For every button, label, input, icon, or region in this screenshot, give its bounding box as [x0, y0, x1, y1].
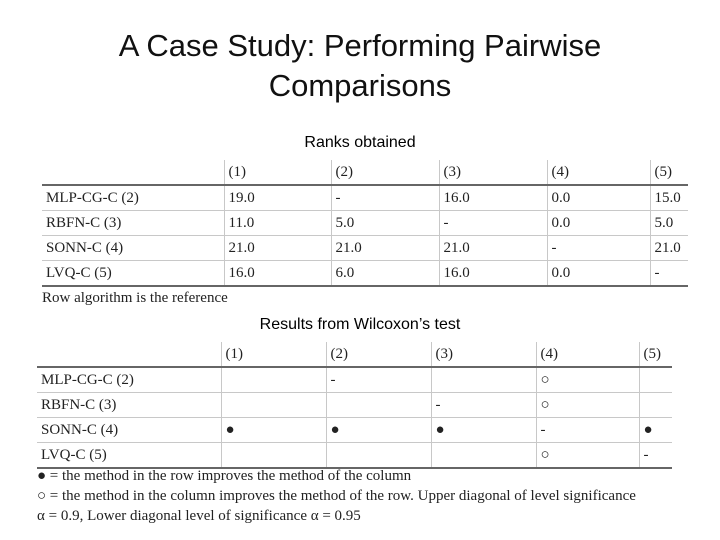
wilcoxon-legend: ● = the method in the row improves the m… — [37, 466, 636, 526]
ranks-cell: - — [546, 235, 650, 261]
ranks-cell: - — [330, 185, 439, 211]
wilcoxon-cell: ● — [325, 417, 431, 443]
ranks-cell: 16.0 — [438, 185, 547, 211]
ranks-caption: Ranks obtained — [304, 134, 416, 151]
wilcoxon-cell — [430, 442, 536, 469]
ranks-cell: - — [649, 260, 688, 287]
wilcoxon-cell: ● — [638, 417, 672, 443]
wilcoxon-cell — [638, 367, 672, 393]
wilcoxon-legend-line-1: ● = the method in the row improves the m… — [37, 468, 412, 484]
ranks-cell: 6.0 — [330, 260, 439, 287]
wilcoxon-col-2: (2) — [325, 342, 431, 368]
wilcoxon-cell — [220, 367, 326, 393]
wilcoxon-col-3: (3) — [430, 342, 536, 368]
ranks-cell: 16.0 — [438, 260, 547, 287]
wilcoxon-cell — [220, 442, 326, 469]
ranks-table: (1) (2) (3) (4) (5) MLP-CG-C (2) 19.0 - … — [42, 160, 688, 287]
ranks-cell: 11.0 — [223, 210, 331, 236]
wilcoxon-col-4: (4) — [535, 342, 639, 368]
ranks-cell: 0.0 — [546, 260, 650, 287]
ranks-row-label: SONN-C (4) — [42, 235, 224, 261]
wilcoxon-row-label: SONN-C (4) — [37, 417, 221, 443]
wilcoxon-cell: ● — [220, 417, 326, 443]
wilcoxon-cell — [430, 367, 536, 393]
wilcoxon-cell: ● — [430, 417, 536, 443]
table-row: MLP-CG-C (2) 19.0 - 16.0 0.0 15.0 — [42, 185, 688, 211]
ranks-cell: - — [438, 210, 547, 236]
ranks-footnote: Row algorithm is the reference — [42, 290, 228, 306]
ranks-cell: 16.0 — [223, 260, 331, 287]
wilcoxon-cell — [325, 392, 431, 418]
ranks-cell: 0.0 — [546, 210, 650, 236]
ranks-cell: 21.0 — [330, 235, 439, 261]
wilcoxon-row-label: RBFN-C (3) — [37, 392, 221, 418]
wilcoxon-legend-line-2: ○ = the method in the column improves th… — [37, 488, 636, 504]
ranks-cell: 5.0 — [330, 210, 439, 236]
wilcoxon-cell — [638, 392, 672, 418]
slide-title-line-2: Comparisons — [268, 68, 452, 103]
wilcoxon-cell: ○ — [535, 442, 639, 469]
table-row: LVQ-C (5) 16.0 6.0 16.0 0.0 - — [42, 260, 688, 287]
table-row: MLP-CG-C (2) - ○ — [37, 367, 672, 393]
wilcoxon-cell: - — [535, 417, 639, 443]
wilcoxon-cell: ○ — [535, 367, 639, 393]
ranks-cell: 15.0 — [649, 185, 688, 211]
wilcoxon-cell — [220, 392, 326, 418]
table-row: RBFN-C (3) 11.0 5.0 - 0.0 5.0 — [42, 210, 688, 236]
ranks-cell: 21.0 — [438, 235, 547, 261]
wilcoxon-table: (1) (2) (3) (4) (5) MLP-CG-C (2) - ○ RBF… — [37, 342, 672, 469]
wilcoxon-header-row: (1) (2) (3) (4) (5) — [37, 342, 672, 368]
ranks-row-label: LVQ-C (5) — [42, 260, 224, 287]
slide-title: A Case Study: Performing Pairwise Compar… — [0, 26, 720, 106]
table-row: SONN-C (4) ● ● ● - ● — [37, 417, 672, 443]
wilcoxon-col-1: (1) — [220, 342, 326, 368]
wilcoxon-cell: - — [638, 442, 672, 469]
ranks-col-4: (4) — [546, 160, 650, 186]
wilcoxon-caption: Results from Wilcoxon’s test — [259, 316, 461, 333]
ranks-cell: 0.0 — [546, 185, 650, 211]
ranks-col-5: (5) — [649, 160, 688, 186]
ranks-col-2: (2) — [330, 160, 439, 186]
table-row: LVQ-C (5) ○ - — [37, 442, 672, 469]
wilcoxon-cell: - — [325, 367, 431, 393]
wilcoxon-row-label: LVQ-C (5) — [37, 442, 221, 469]
wilcoxon-corner-cell — [37, 342, 221, 368]
wilcoxon-cell — [325, 442, 431, 469]
ranks-cell: 21.0 — [223, 235, 331, 261]
table-row: RBFN-C (3) - ○ — [37, 392, 672, 418]
wilcoxon-row-label: MLP-CG-C (2) — [37, 367, 221, 393]
ranks-row-label: RBFN-C (3) — [42, 210, 224, 236]
ranks-cell: 21.0 — [649, 235, 688, 261]
ranks-header-row: (1) (2) (3) (4) (5) — [42, 160, 688, 186]
table-row: SONN-C (4) 21.0 21.0 21.0 - 21.0 — [42, 235, 688, 261]
ranks-row-label: MLP-CG-C (2) — [42, 185, 224, 211]
ranks-col-1: (1) — [223, 160, 331, 186]
wilcoxon-col-5: (5) — [638, 342, 672, 368]
wilcoxon-legend-line-3: α = 0.9, Lower diagonal level of signifi… — [37, 508, 361, 524]
ranks-corner-cell — [42, 160, 224, 186]
slide-title-line-1: A Case Study: Performing Pairwise — [118, 28, 602, 63]
ranks-cell: 5.0 — [649, 210, 688, 236]
wilcoxon-cell: ○ — [535, 392, 639, 418]
ranks-cell: 19.0 — [223, 185, 331, 211]
wilcoxon-cell: - — [430, 392, 536, 418]
ranks-col-3: (3) — [438, 160, 547, 186]
